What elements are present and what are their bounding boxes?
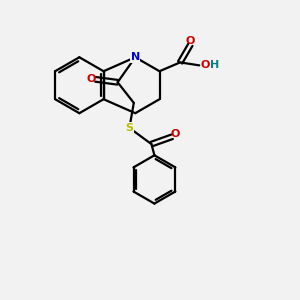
- Text: O: O: [186, 36, 195, 46]
- Text: S: S: [125, 123, 134, 133]
- Text: N: N: [131, 52, 140, 62]
- Text: O: O: [86, 74, 96, 84]
- Text: H: H: [210, 60, 219, 70]
- Text: O: O: [170, 129, 180, 139]
- Text: O: O: [201, 60, 210, 70]
